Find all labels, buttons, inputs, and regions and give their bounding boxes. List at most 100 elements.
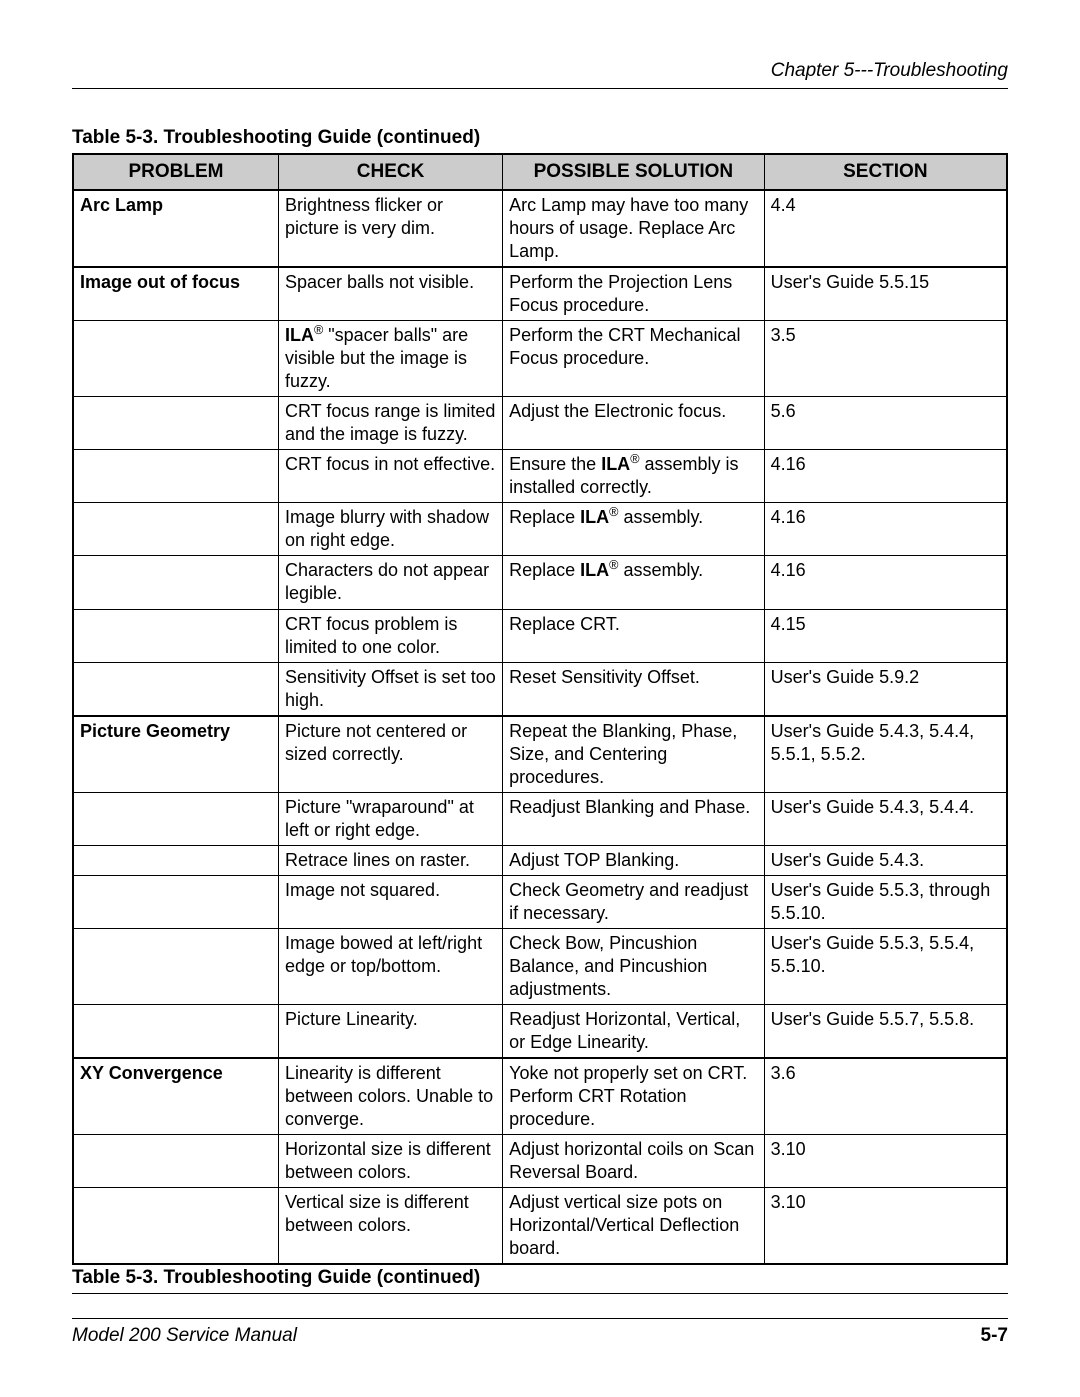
table-row: Horizontal size is different between col… <box>73 1135 1007 1188</box>
table-header-row: PROBLEM CHECK POSSIBLE SOLUTION SECTION <box>73 154 1007 190</box>
cell-section: User's Guide 5.5.3, through 5.5.10. <box>764 875 1007 928</box>
cell-section: User's Guide 5.9.2 <box>764 662 1007 716</box>
table-row: Image out of focusSpacer balls not visib… <box>73 267 1007 321</box>
cell-check: CRT focus problem is limited to one colo… <box>278 609 502 662</box>
cell-section: User's Guide 5.5.3, 5.5.4, 5.5.10. <box>764 928 1007 1004</box>
cell-solution: Repeat the Blanking, Phase, Size, and Ce… <box>503 716 765 793</box>
cell-problem <box>73 321 278 397</box>
cell-check: Picture "wraparound" at left or right ed… <box>278 792 502 845</box>
cell-solution: Adjust the Electronic focus. <box>503 397 765 450</box>
cell-solution: Perform the Projection Lens Focus proced… <box>503 267 765 321</box>
cell-problem <box>73 450 278 503</box>
cell-check: Retrace lines on raster. <box>278 845 502 875</box>
cell-section: User's Guide 5.4.3. <box>764 845 1007 875</box>
cell-check: Vertical size is different between color… <box>278 1188 502 1265</box>
cell-solution: Ensure the ILA® assembly is installed co… <box>503 450 765 503</box>
cell-section: User's Guide 5.4.3, 5.4.4, 5.5.1, 5.5.2. <box>764 716 1007 793</box>
cell-check: CRT focus in not effective. <box>278 450 502 503</box>
table-row: XY ConvergenceLinearity is different bet… <box>73 1058 1007 1135</box>
cell-section: 4.4 <box>764 190 1007 267</box>
col-section: SECTION <box>764 154 1007 190</box>
table-row: CRT focus in not effective.Ensure the IL… <box>73 450 1007 503</box>
cell-solution: Perform the CRT Mechanical Focus procedu… <box>503 321 765 397</box>
cell-section: 4.16 <box>764 503 1007 556</box>
table-row: Characters do not appear legible.Replace… <box>73 556 1007 609</box>
table-row: ILA® "spacer balls" are visible but the … <box>73 321 1007 397</box>
table-row: Sensitivity Offset is set too high.Reset… <box>73 662 1007 716</box>
table-row: Retrace lines on raster.Adjust TOP Blank… <box>73 845 1007 875</box>
cell-section: 3.10 <box>764 1188 1007 1265</box>
cell-check: Horizontal size is different between col… <box>278 1135 502 1188</box>
cell-solution: Replace CRT. <box>503 609 765 662</box>
table-row: Vertical size is different between color… <box>73 1188 1007 1265</box>
page-footer: Model 200 Service Manual 5-7 <box>72 1318 1008 1347</box>
cell-problem: Arc Lamp <box>73 190 278 267</box>
table-row: Picture "wraparound" at left or right ed… <box>73 792 1007 845</box>
cell-solution: Arc Lamp may have too many hours of usag… <box>503 190 765 267</box>
cell-problem: XY Convergence <box>73 1058 278 1135</box>
cell-problem <box>73 1188 278 1265</box>
cell-solution: Check Geometry and readjust if necessary… <box>503 875 765 928</box>
cell-solution: Adjust TOP Blanking. <box>503 845 765 875</box>
table-row: Image blurry with shadow on right edge.R… <box>73 503 1007 556</box>
cell-solution: Yoke not properly set on CRT. Perform CR… <box>503 1058 765 1135</box>
cell-check: Characters do not appear legible. <box>278 556 502 609</box>
cell-problem <box>73 1004 278 1058</box>
table-caption-top: Table 5-3. Troubleshooting Guide (contin… <box>72 127 1008 149</box>
col-check: CHECK <box>278 154 502 190</box>
cell-solution: Adjust horizontal coils on Scan Reversal… <box>503 1135 765 1188</box>
table-row: Arc LampBrightness flicker or picture is… <box>73 190 1007 267</box>
table-row: Picture Linearity.Readjust Horizontal, V… <box>73 1004 1007 1058</box>
cell-problem <box>73 875 278 928</box>
cell-problem <box>73 792 278 845</box>
cell-problem: Picture Geometry <box>73 716 278 793</box>
col-problem: PROBLEM <box>73 154 278 190</box>
table-row: CRT focus range is limited and the image… <box>73 397 1007 450</box>
cell-check: Picture not centered or sized correctly. <box>278 716 502 793</box>
cell-problem <box>73 1135 278 1188</box>
cell-section: 5.6 <box>764 397 1007 450</box>
cell-section: User's Guide 5.4.3, 5.4.4. <box>764 792 1007 845</box>
troubleshooting-table: PROBLEM CHECK POSSIBLE SOLUTION SECTION … <box>72 153 1008 1265</box>
cell-check: CRT focus range is limited and the image… <box>278 397 502 450</box>
cell-solution: Reset Sensitivity Offset. <box>503 662 765 716</box>
cell-problem <box>73 662 278 716</box>
cell-solution: Adjust vertical size pots on Horizontal/… <box>503 1188 765 1265</box>
cell-solution: Check Bow, Pincushion Balance, and Pincu… <box>503 928 765 1004</box>
cell-problem <box>73 503 278 556</box>
cell-solution: Replace ILA® assembly. <box>503 503 765 556</box>
cell-problem <box>73 845 278 875</box>
cell-check: Image not squared. <box>278 875 502 928</box>
cell-section: User's Guide 5.5.15 <box>764 267 1007 321</box>
cell-solution: Readjust Blanking and Phase. <box>503 792 765 845</box>
table-row: Picture GeometryPicture not centered or … <box>73 716 1007 793</box>
cell-check: Brightness flicker or picture is very di… <box>278 190 502 267</box>
cell-problem <box>73 928 278 1004</box>
cell-problem: Image out of focus <box>73 267 278 321</box>
table-caption-bottom: Table 5-3. Troubleshooting Guide (contin… <box>72 1267 1008 1294</box>
cell-problem <box>73 556 278 609</box>
cell-check: Picture Linearity. <box>278 1004 502 1058</box>
page: Chapter 5---Troubleshooting Table 5-3. T… <box>0 0 1080 1397</box>
cell-section: 4.15 <box>764 609 1007 662</box>
cell-check: Sensitivity Offset is set too high. <box>278 662 502 716</box>
cell-check: Image blurry with shadow on right edge. <box>278 503 502 556</box>
cell-check: Image bowed at left/right edge or top/bo… <box>278 928 502 1004</box>
cell-section: 3.5 <box>764 321 1007 397</box>
footer-right: 5-7 <box>981 1325 1008 1347</box>
chapter-header: Chapter 5---Troubleshooting <box>72 60 1008 89</box>
table-row: Image not squared.Check Geometry and rea… <box>73 875 1007 928</box>
cell-section: 4.16 <box>764 556 1007 609</box>
cell-check: Linearity is different between colors. U… <box>278 1058 502 1135</box>
cell-section: User's Guide 5.5.7, 5.5.8. <box>764 1004 1007 1058</box>
cell-section: 4.16 <box>764 450 1007 503</box>
footer-left: Model 200 Service Manual <box>72 1325 297 1347</box>
table-row: CRT focus problem is limited to one colo… <box>73 609 1007 662</box>
cell-check: Spacer balls not visible. <box>278 267 502 321</box>
cell-section: 3.6 <box>764 1058 1007 1135</box>
cell-check: ILA® "spacer balls" are visible but the … <box>278 321 502 397</box>
cell-solution: Readjust Horizontal, Vertical, or Edge L… <box>503 1004 765 1058</box>
table-body: Arc LampBrightness flicker or picture is… <box>73 190 1007 1264</box>
cell-problem <box>73 397 278 450</box>
cell-solution: Replace ILA® assembly. <box>503 556 765 609</box>
